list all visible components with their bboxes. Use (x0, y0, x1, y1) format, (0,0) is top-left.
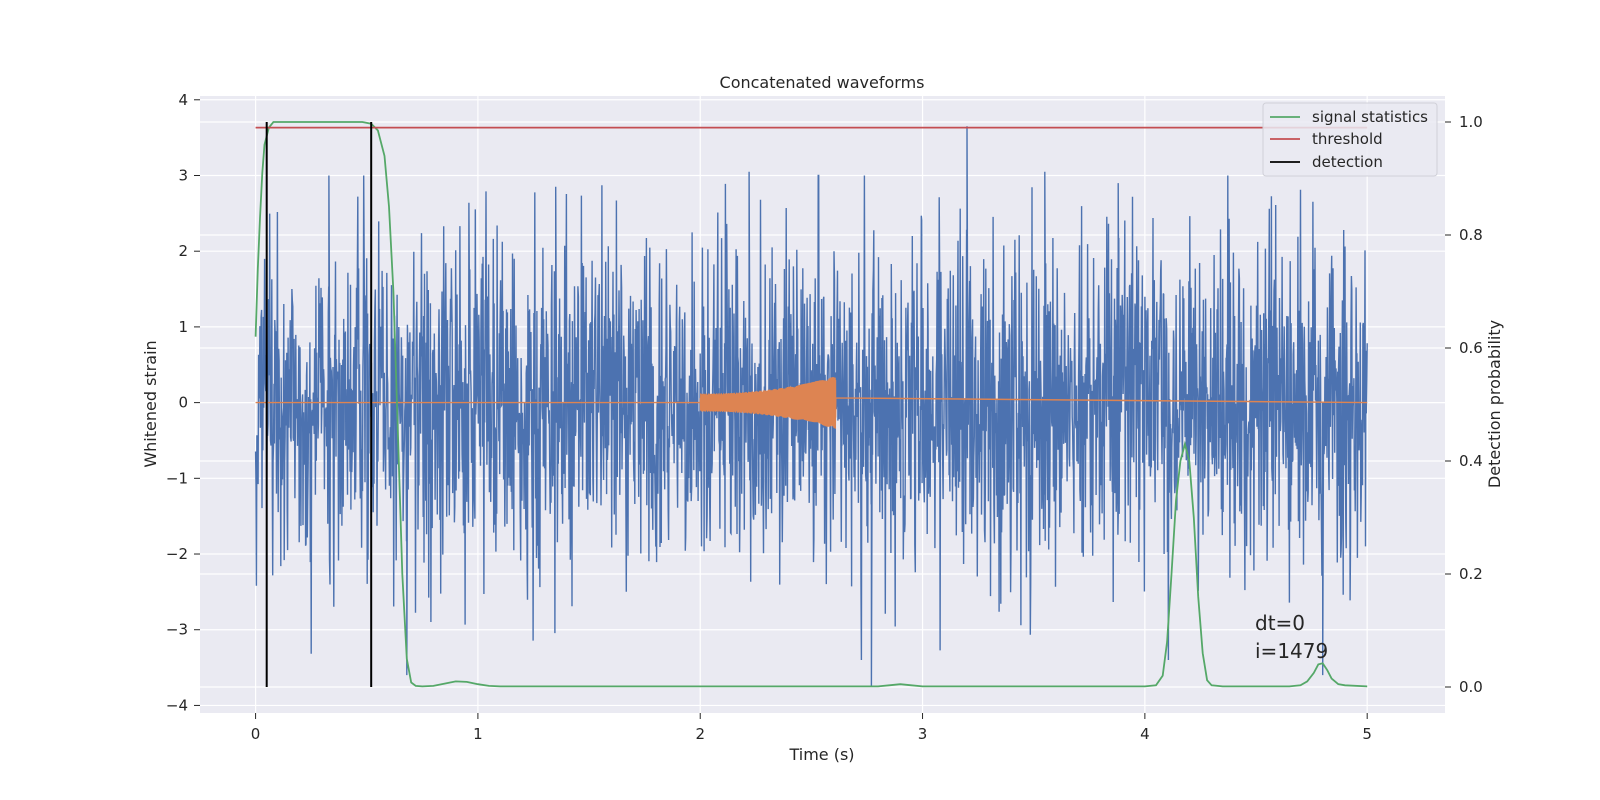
x-tick-label: 2 (695, 725, 705, 743)
y-tick-label: 3 (178, 166, 188, 184)
x-tick-label: 4 (1140, 725, 1150, 743)
signal-statistics-line (254, 121, 1368, 688)
legend-frame (1262, 102, 1438, 177)
tick-marks (194, 99, 1451, 719)
plot-content (254, 121, 1368, 688)
injection-chirp-line (255, 377, 1368, 429)
y-tick-label: 2 (178, 242, 188, 260)
x-axis-label: Time (s) (788, 745, 854, 764)
legend-label-signal-statistics: signal statistics (1312, 108, 1428, 126)
y-tick-label: 0 (178, 394, 188, 412)
y-tick-label: −1 (166, 469, 188, 487)
y2-tick-label: 1.0 (1459, 113, 1483, 131)
y-tick-label: −2 (166, 545, 188, 563)
x-tick-label: 1 (473, 725, 483, 743)
y-tick-label: −4 (166, 696, 188, 714)
annotation-index: i=1479 (1255, 639, 1328, 663)
x-tick-label: 0 (251, 725, 261, 743)
y-axis-label: Whitened strain (141, 340, 160, 467)
annotation-box: dt=0 i=1479 (1255, 611, 1328, 663)
y2-tick-label: 0.2 (1459, 565, 1483, 583)
y-tick-label: 4 (178, 91, 188, 109)
legend-label-threshold: threshold (1312, 130, 1383, 148)
detection-layer (265, 121, 373, 688)
y2-tick-label: 0.6 (1459, 339, 1483, 357)
y-tick-label: −3 (166, 621, 188, 639)
y2-tick-label: 0.8 (1459, 226, 1483, 244)
x-tick-label: 5 (1362, 725, 1372, 743)
x-tick-label: 3 (918, 725, 928, 743)
y2-tick-label: 0.0 (1459, 678, 1483, 696)
y2-tick-label: 0.4 (1459, 452, 1483, 470)
y-tick-label: 1 (178, 318, 188, 336)
legend: signal statistics threshold detection (1262, 102, 1438, 177)
y2-axis-label: Detection probability (1485, 320, 1504, 488)
annotation-dt: dt=0 (1255, 611, 1305, 635)
legend-label-detection: detection (1312, 153, 1383, 171)
chart-title: Concatenated waveforms (720, 73, 925, 92)
